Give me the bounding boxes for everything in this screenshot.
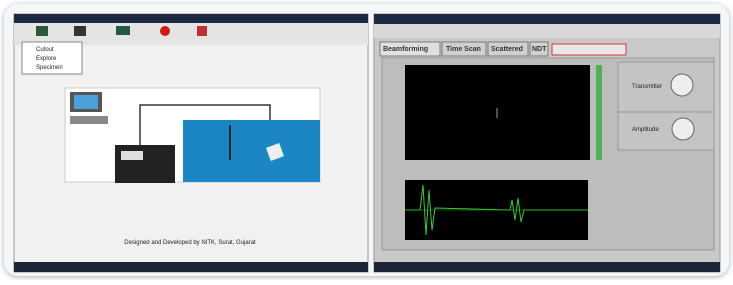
toolbar	[374, 24, 720, 38]
title-bar	[374, 14, 720, 24]
tab-label[interactable]: Scattered	[491, 46, 523, 53]
monitor-screen	[74, 95, 98, 109]
colorbar	[596, 65, 602, 160]
status-button[interactable]	[552, 44, 626, 55]
toolbar-icon[interactable]	[116, 26, 130, 35]
knob-label: Transmitter	[632, 84, 662, 90]
keyboard	[70, 116, 108, 124]
tab-label[interactable]: NDT	[532, 46, 547, 53]
taskbar	[374, 262, 720, 272]
left-window: Cutout Explore Specimen Designed and Dev…	[14, 14, 368, 272]
right-window: Beamforming Time Scan Scattered NDT Tran…	[374, 14, 720, 272]
water-tank	[183, 120, 320, 182]
toolbar-icon[interactable]	[160, 26, 170, 36]
menu-item[interactable]: Specimen	[36, 65, 63, 71]
toolbar-icon[interactable]	[197, 26, 207, 36]
toolbar-icon[interactable]	[36, 26, 48, 36]
instrument	[115, 145, 175, 183]
screenshot: Cutout Explore Specimen Designed and Dev…	[0, 0, 733, 280]
tab-label[interactable]: Beamforming	[383, 46, 428, 53]
knob[interactable]	[671, 74, 693, 96]
taskbar	[14, 262, 368, 272]
menu-item[interactable]: Explore	[36, 56, 57, 62]
knob-label: Amplitude	[632, 127, 659, 133]
knob[interactable]	[672, 118, 694, 140]
footer-text: Designed and Developed by NITK, Surat, G…	[124, 240, 256, 246]
menu-item[interactable]: Cutout	[36, 47, 54, 53]
toolbar-icon[interactable]	[74, 26, 86, 36]
instrument-display	[121, 151, 143, 160]
title-bar	[14, 14, 368, 23]
tab-label[interactable]: Time Scan	[446, 46, 481, 53]
